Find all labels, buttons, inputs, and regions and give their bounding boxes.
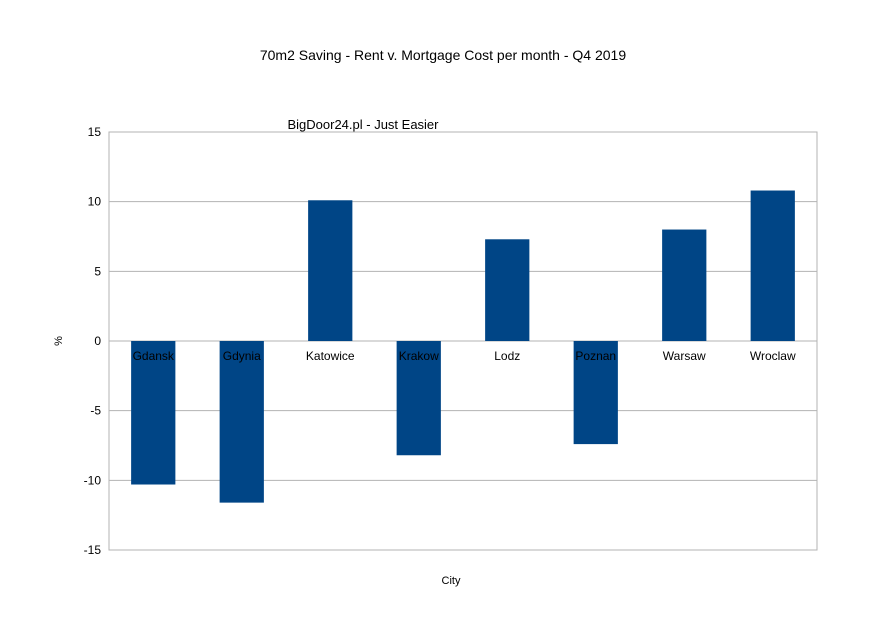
y-axis-label: % [53,336,65,346]
y-tick-labels: 15 10 5 0 -5 -10 -15 [84,125,102,557]
category-label-lodz: Lodz [494,349,520,363]
category-labels: Gdansk Gdynia Katowice Krakow Lodz Poznan Wars… [133,349,796,363]
category-label-wroclaw: Wroclaw [750,349,796,363]
y-tick-label: -10 [84,473,102,487]
bar-krakow [396,341,441,456]
bar-poznan [573,341,618,445]
category-label-katowice: Katowice [306,349,355,363]
bar-warsaw [662,229,707,341]
category-label-krakow: Krakow [399,349,439,363]
bar-katowice [308,200,353,341]
chart-subtitle: BigDoor24.pl - Just Easier [287,117,439,132]
gridlines [109,131,817,551]
bar-gdynia [219,341,264,503]
y-tick-label: 0 [94,334,101,348]
category-label-gdansk: Gdansk [133,349,175,363]
category-label-gdynia: Gdynia [223,349,261,363]
bar-gdansk [131,341,176,485]
x-axis-label: City [442,575,461,587]
plot-area-frame [108,131,818,551]
category-label-warsaw: Warsaw [663,349,706,363]
bars [131,190,795,503]
category-label-poznan: Poznan [575,349,616,363]
y-tick-label: -15 [84,543,102,557]
bar-wroclaw [750,190,795,341]
y-tick-label: 10 [88,195,102,209]
chart-title: 70m2 Saving - Rent v. Mortgage Cost per … [260,47,626,63]
bar-lodz [485,239,530,341]
y-tick-label: -5 [90,404,101,418]
y-tick-label: 15 [88,125,102,139]
y-tick-label: 5 [94,264,101,278]
